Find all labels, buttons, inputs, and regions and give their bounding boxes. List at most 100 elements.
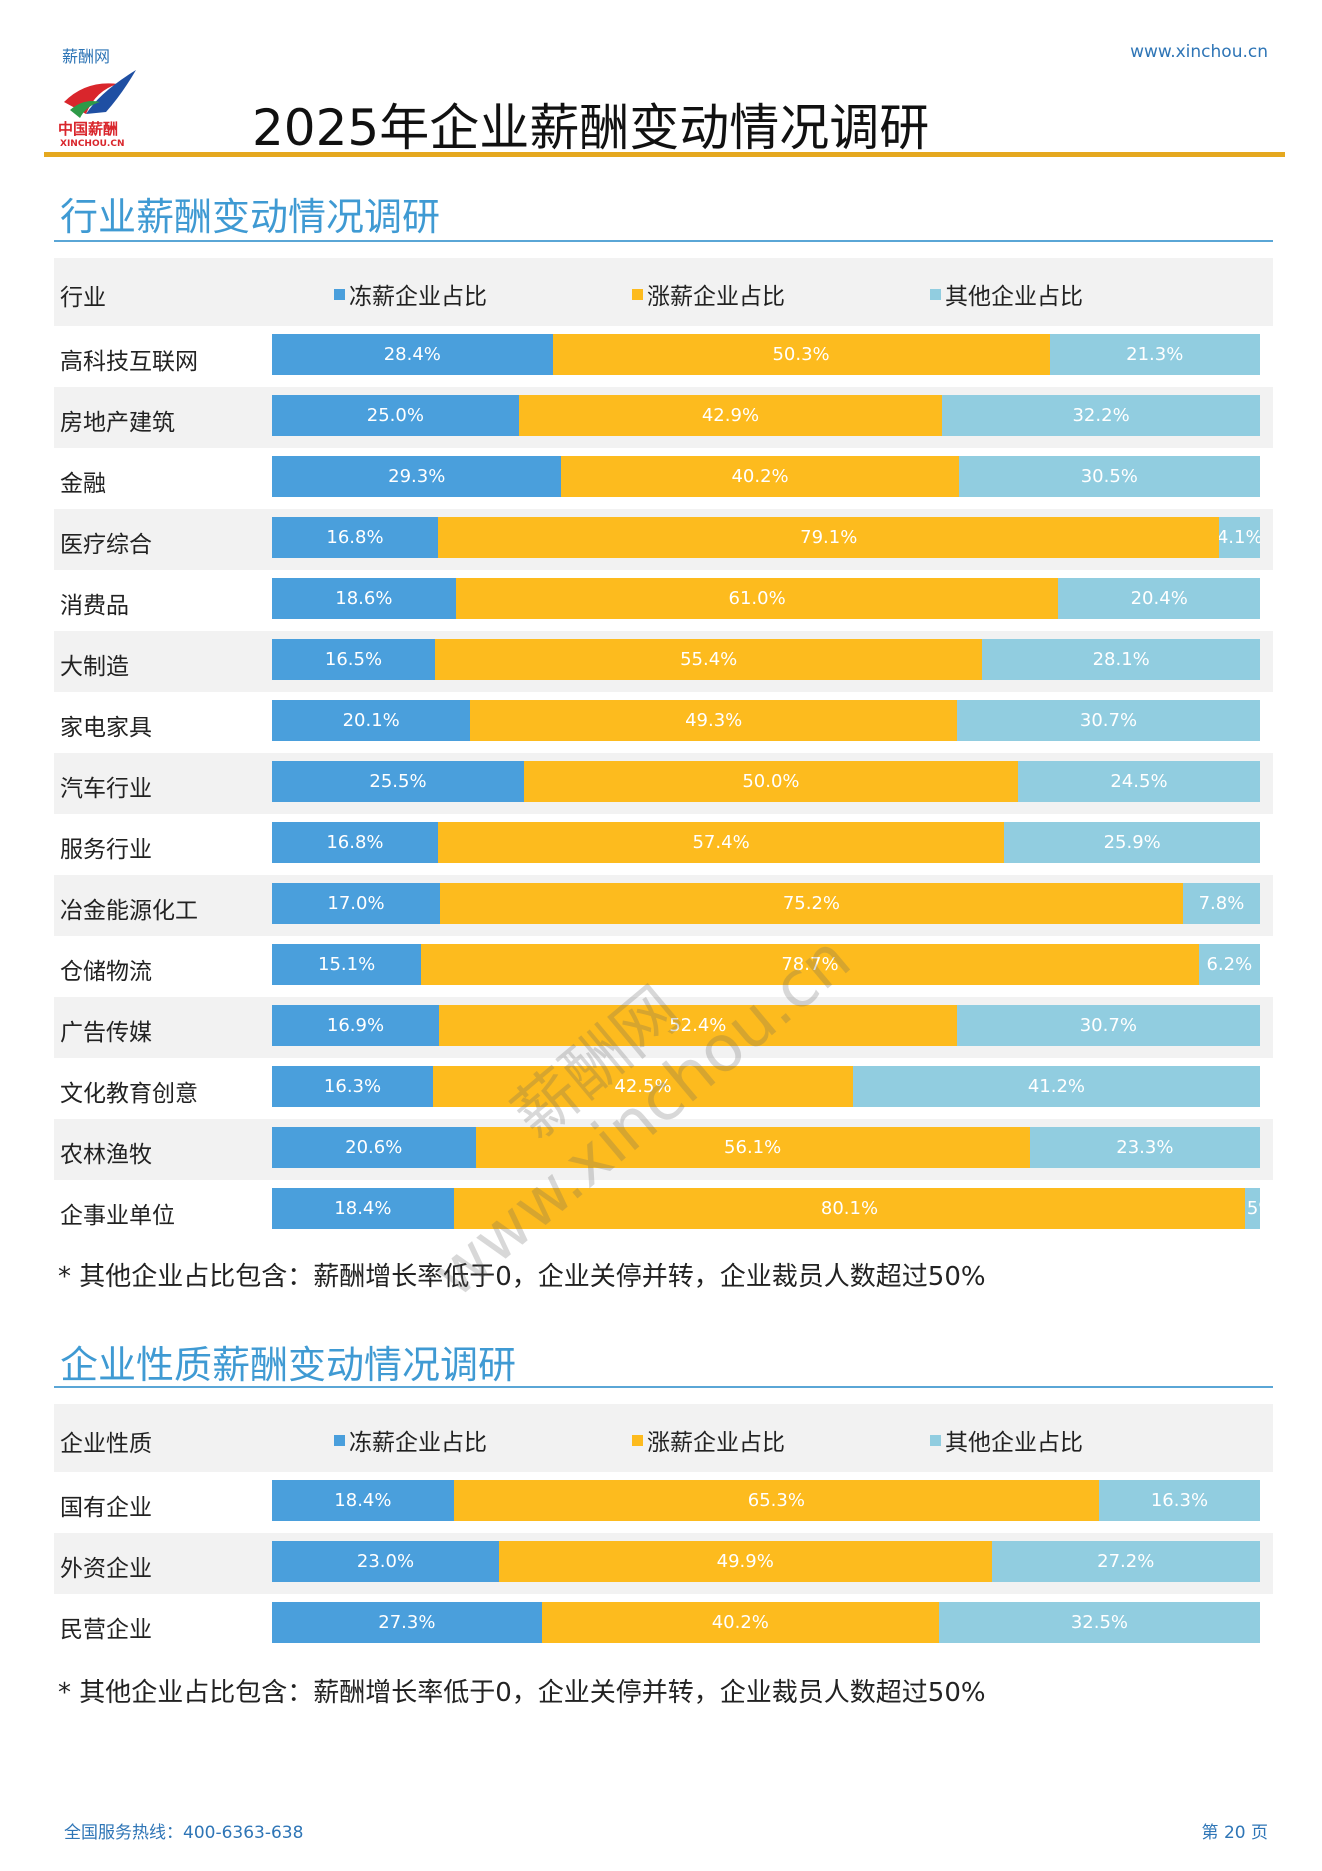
section-title-industry: 行业薪酬变动情况调研 [60,195,441,239]
data-label: 25.0% [366,405,424,426]
data-label: 16.9% [326,1015,385,1036]
industry-stacked-bar-chart: 行业 冻薪企业占比 涨薪企业占比 其他企业占比 高科技互联网 28.4% 50.3% 21.3… [54,258,1273,1241]
bar-segment: 27.2% [991,1541,1260,1582]
bar-segment: 49.3% [470,700,957,741]
legend-label: 其他企业占比 [945,284,1083,310]
bar-segment: 80.1% [453,1188,1246,1229]
data-label: 15.1% [318,954,376,975]
bar-segment: 16.8% [272,822,438,863]
category-header: 企业性质 [60,1431,152,1457]
data-label: 29.3% [388,466,446,487]
data-label: 50.3% [772,344,830,365]
legend-item: 其他企业占比 [930,277,1083,311]
data-label: 56.1% [724,1137,782,1158]
chart-row: 广告传媒 16.9% 52.4% 30.7% [54,997,1273,1058]
stacked-bar: 27.3% 40.2% 32.5% [272,1602,1260,1643]
data-label: 41.2% [1027,1076,1086,1097]
legend-item: 涨薪企业占比 [632,277,785,311]
legend-item: 涨薪企业占比 [632,1423,785,1457]
data-label: 23.0% [356,1551,415,1572]
stacked-bar: 20.1% 49.3% 30.7% [272,700,1260,741]
bar-segment: 30.5% [958,456,1260,497]
row-label: 民营企业 [60,1617,152,1643]
data-label: 79.1% [800,527,858,548]
bar-segment: 52.4% [438,1005,957,1046]
legend-item: 冻薪企业占比 [334,277,487,311]
bar-segment: 32.5% [938,1602,1260,1643]
row-label: 房地产建筑 [60,410,175,436]
industry-footnote: * 其他企业占比包含：薪酬增长率低于0，企业关停并转，企业裁员人数超过50% [58,1262,986,1292]
data-label: 16.8% [326,527,384,548]
legend-swatch [334,1434,345,1446]
stacked-bar: 16.8% 79.1% 4.1% [272,517,1260,558]
data-label: 32.2% [1072,405,1130,426]
legend-label: 冻薪企业占比 [349,1430,487,1456]
title-divider [44,152,1285,157]
bar-segment: 20.6% [272,1127,476,1168]
data-label: 49.9% [716,1551,774,1572]
legend-label: 涨薪企业占比 [647,1430,785,1456]
stacked-bar: 16.3% 42.5% 41.2% [272,1066,1260,1107]
data-label: 18.6% [335,588,393,609]
bar-segment: 49.9% [499,1541,992,1582]
bar-segment: 17.0% [272,883,440,924]
stacked-bar: 17.0% 75.2% 7.8% [272,883,1260,924]
ownership-footnote: * 其他企业占比包含：薪酬增长率低于0，企业关停并转，企业裁员人数超过50% [58,1678,986,1708]
data-label: 21.3% [1126,344,1184,365]
data-label: 55.4% [680,649,738,670]
bar-segment: 28.1% [982,639,1260,680]
row-label: 医疗综合 [60,532,152,558]
ownership-stacked-bar-chart: 企业性质 冻薪企业占比 涨薪企业占比 其他企业占比国有企业 18.4% 65.3% 16.3… [54,1404,1273,1655]
data-label: 50.0% [742,771,800,792]
bar-segment: 42.9% [518,395,943,436]
bar-segment: 50.0% [523,761,1018,802]
bar-segment: 25.5% [272,761,524,802]
data-label: 7.8% [1198,893,1245,914]
bar-segment: 25.9% [1004,822,1260,863]
bar-segment: 32.2% [942,395,1260,436]
category-header: 行业 [60,285,106,311]
data-label: 20.4% [1130,588,1188,609]
stacked-bar: 16.9% 52.4% 30.7% [272,1005,1260,1046]
bar-segment: 65.3% [453,1480,1099,1521]
data-label: 42.5% [614,1076,672,1097]
bar-segment: 15.1% [272,944,422,985]
data-label: 17.0% [327,893,385,914]
stacked-bar: 29.3% 40.2% 30.5% [272,456,1260,497]
bar-segment: 30.7% [956,700,1260,741]
row-label: 金融 [60,471,106,497]
legend-item: 其他企业占比 [930,1423,1083,1457]
legend-swatch [632,288,643,300]
bar-segment: 7.8% [1182,883,1260,924]
xinchou-logo: 中国薪酬 XINCHOU.CN [58,70,136,148]
data-label: 16.8% [326,832,384,853]
chart-row: 仓储物流 15.1% 78.7% 6.2% [54,936,1273,997]
bar-segment: 16.3% [272,1066,434,1107]
data-label: 27.2% [1097,1551,1155,1572]
bar-segment: 16.3% [1098,1480,1260,1521]
data-label: 52.4% [669,1015,727,1036]
row-label: 服务行业 [60,837,152,863]
bar-segment: 20.4% [1058,578,1260,619]
legend-swatch [632,1434,643,1446]
chart-row: 文化教育创意 16.3% 42.5% 41.2% [54,1058,1273,1119]
data-label: 75.2% [782,893,841,914]
bar-segment: 57.4% [437,822,1005,863]
row-label: 消费品 [60,593,129,619]
chart-row: 国有企业 18.4% 65.3% 16.3% [54,1472,1273,1533]
row-label: 企事业单位 [60,1203,175,1229]
data-label: 25.5% [369,771,427,792]
bar-segment: 1.5% [1245,1188,1260,1229]
bar-segment: 78.7% [421,944,1199,985]
data-label: 23.3% [1116,1137,1174,1158]
site-url[interactable]: www.xinchou.cn [1130,42,1268,62]
legend-swatch [334,288,345,300]
row-label: 仓储物流 [60,959,152,985]
stacked-bar: 16.8% 57.4% 25.9% [272,822,1260,863]
stacked-bar: 18.4% 65.3% 16.3% [272,1480,1260,1521]
data-label: 1.5% [1245,1198,1260,1219]
bar-segment: 6.2% [1198,944,1260,985]
chart-row: 服务行业 16.8% 57.4% 25.9% [54,814,1273,875]
bar-segment: 79.1% [437,517,1220,558]
data-label: 20.1% [342,710,400,731]
